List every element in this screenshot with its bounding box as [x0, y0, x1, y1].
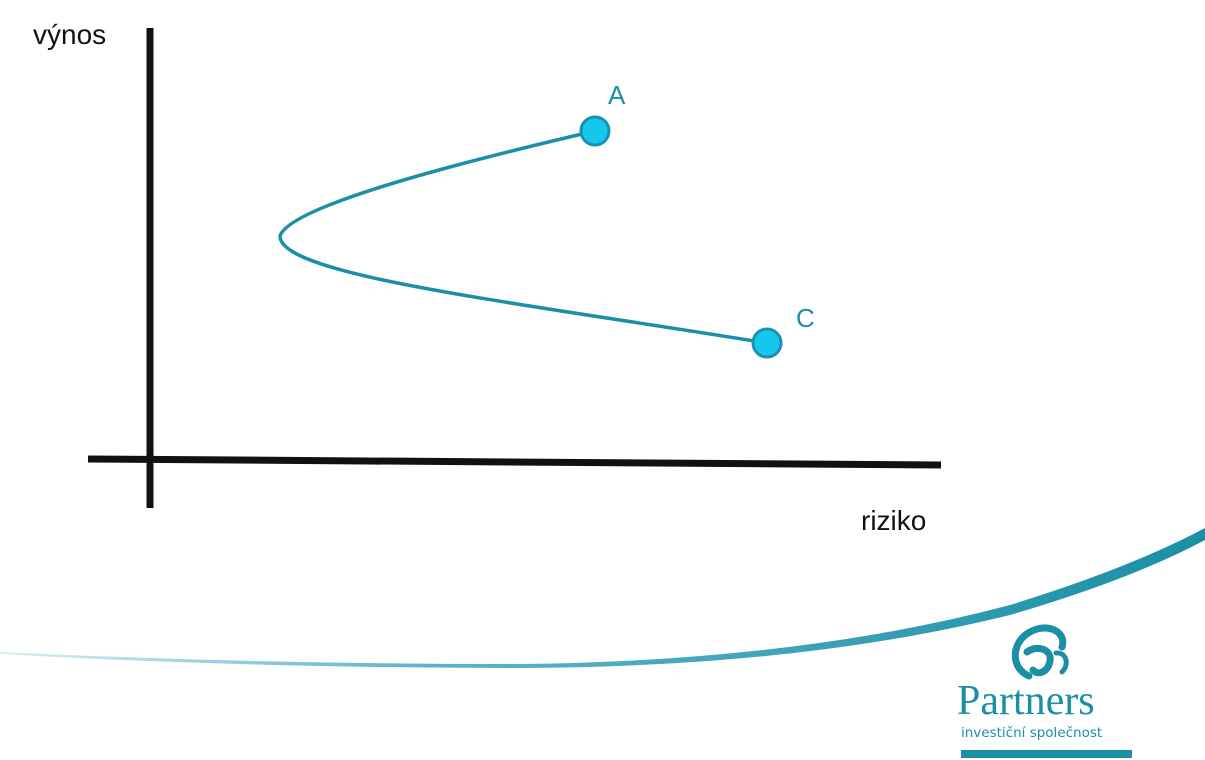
brand-underline [961, 750, 1132, 758]
y-axis-label: výnos [33, 19, 106, 50]
point-a-marker [579, 115, 611, 147]
brand-tagline: investiční společnost [961, 725, 1102, 741]
point-c-marker [751, 327, 783, 359]
partners-logo: Partners investiční společnost [957, 624, 1132, 758]
x-axis [87, 455, 942, 469]
point-c-label: C [796, 303, 815, 333]
partners-emblem-icon [1011, 624, 1069, 680]
brand-name: Partners [957, 678, 1095, 724]
x-axis-label: riziko [861, 505, 926, 536]
frontier-curve [278, 129, 768, 345]
decorative-swoosh [0, 528, 1205, 668]
point-a-label: A [608, 80, 626, 110]
